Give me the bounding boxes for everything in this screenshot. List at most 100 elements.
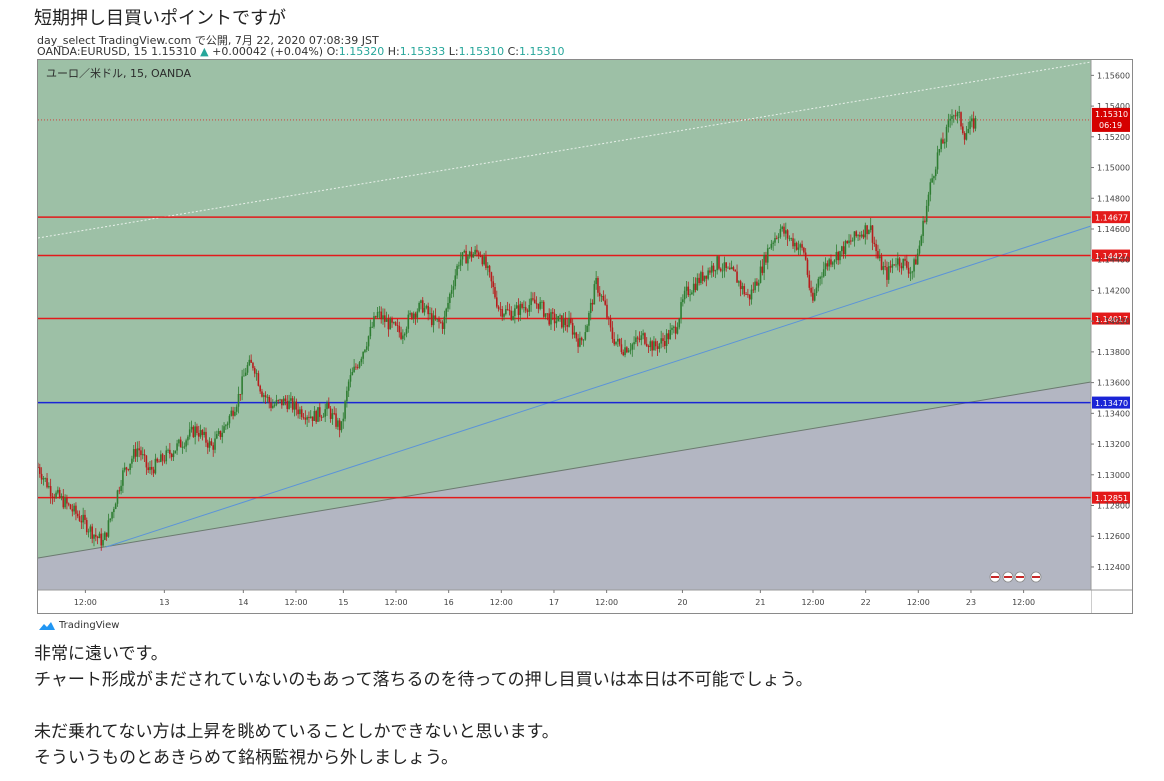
candle-body: [640, 335, 643, 340]
candle-body: [105, 532, 108, 537]
candle-body: [727, 267, 729, 269]
candle-body: [492, 281, 494, 288]
candle-body: [64, 497, 66, 508]
candle-body: [920, 236, 923, 246]
candle-body: [384, 315, 386, 322]
candle-body: [786, 230, 789, 239]
x-tick-label: 14: [238, 598, 248, 607]
candle-body: [185, 440, 187, 447]
tradingview-logo: TradingView: [38, 620, 119, 631]
candle-body: [523, 307, 525, 308]
candle-body: [570, 318, 572, 323]
candle-body: [887, 266, 890, 280]
y-tick-label: 1.15400: [1097, 102, 1130, 111]
candle-body: [167, 449, 169, 451]
candle-body: [454, 275, 457, 287]
candle-body: [539, 301, 541, 309]
candle-body: [378, 311, 381, 313]
candle-body: [456, 265, 458, 276]
candle-body: [216, 434, 218, 439]
candle-body: [826, 263, 829, 267]
x-tick-label: 20: [677, 598, 687, 607]
y-tick-label: 1.14600: [1097, 225, 1130, 234]
candle-body: [315, 411, 317, 422]
candle-body: [797, 247, 800, 250]
candle-body: [754, 281, 756, 291]
candle-body: [244, 372, 247, 376]
candle-body: [918, 245, 921, 254]
chart-container[interactable]: 1.14677 1.14427 1.14017 1.13470 1.12851 1.146…: [37, 59, 1133, 614]
candle-body: [208, 441, 211, 448]
candle-body: [884, 266, 886, 268]
candle-body: [76, 513, 79, 517]
price-chart[interactable]: 1.14677 1.14427 1.14017 1.13470 1.12851 1.146…: [38, 60, 1132, 613]
candle-body: [584, 332, 587, 340]
candle-body: [308, 417, 310, 418]
candle-body: [763, 255, 765, 273]
level-tag: [1092, 211, 1130, 224]
candle-body: [644, 333, 646, 344]
candle-body: [575, 332, 578, 339]
candle-body: [118, 490, 121, 492]
candle-body: [205, 431, 207, 443]
level-tag: [1092, 312, 1130, 325]
candle-body: [230, 410, 233, 416]
candle-body: [136, 448, 139, 457]
candle-body: [324, 409, 327, 417]
candle-body: [221, 432, 224, 438]
candle-body: [465, 250, 467, 264]
last-price-tag: [1092, 107, 1130, 132]
candle-body: [179, 439, 182, 448]
candle-body: [340, 421, 343, 431]
open-value: 1.15320: [338, 45, 385, 58]
candle-body: [817, 278, 820, 288]
candle-body: [259, 385, 261, 392]
candle-body: [488, 265, 491, 273]
candle-body: [835, 252, 838, 261]
candle-body: [149, 466, 151, 471]
x-tick-label: 15: [338, 598, 348, 607]
candle-body: [564, 318, 567, 326]
x-tick-label: 12:00: [801, 598, 824, 607]
candle-body: [822, 269, 825, 277]
candle-body: [449, 293, 451, 303]
candle-body: [947, 120, 950, 127]
candle-body: [75, 505, 77, 514]
candle-body: [548, 313, 550, 325]
candle-body: [91, 526, 93, 539]
candle-body: [589, 302, 592, 313]
tradingview-brand: TradingView: [59, 620, 120, 631]
candle-body: [201, 430, 204, 436]
level-tag: [1092, 491, 1130, 504]
candle-body: [620, 344, 623, 353]
x-tick-label: 12:00: [1012, 598, 1035, 607]
candle-body: [660, 338, 662, 344]
candle-body: [967, 128, 970, 134]
candle-body: [535, 303, 538, 305]
candle-body: [757, 282, 760, 286]
candle-body: [875, 244, 877, 252]
candle-body: [609, 317, 612, 328]
candle-body: [322, 416, 325, 418]
candle-body: [701, 272, 704, 281]
candle-body: [772, 242, 774, 244]
candle-body: [356, 367, 359, 368]
candle-body: [691, 292, 693, 295]
candle-body: [320, 416, 323, 418]
candle-body: [591, 302, 594, 305]
candle-body: [380, 311, 382, 320]
candle-body: [906, 260, 908, 268]
candle-body: [421, 300, 424, 313]
candle-body: [895, 264, 897, 266]
candle-body: [709, 270, 711, 273]
candle-body: [597, 277, 599, 293]
candle-body: [407, 314, 410, 329]
candle-body: [553, 313, 556, 324]
candle-body: [658, 343, 661, 349]
candle-body: [732, 267, 735, 270]
candle-body: [461, 252, 464, 260]
candle-body: [743, 286, 746, 295]
candle-body: [862, 234, 865, 238]
candle-body: [318, 407, 321, 417]
candle-body: [783, 226, 785, 234]
